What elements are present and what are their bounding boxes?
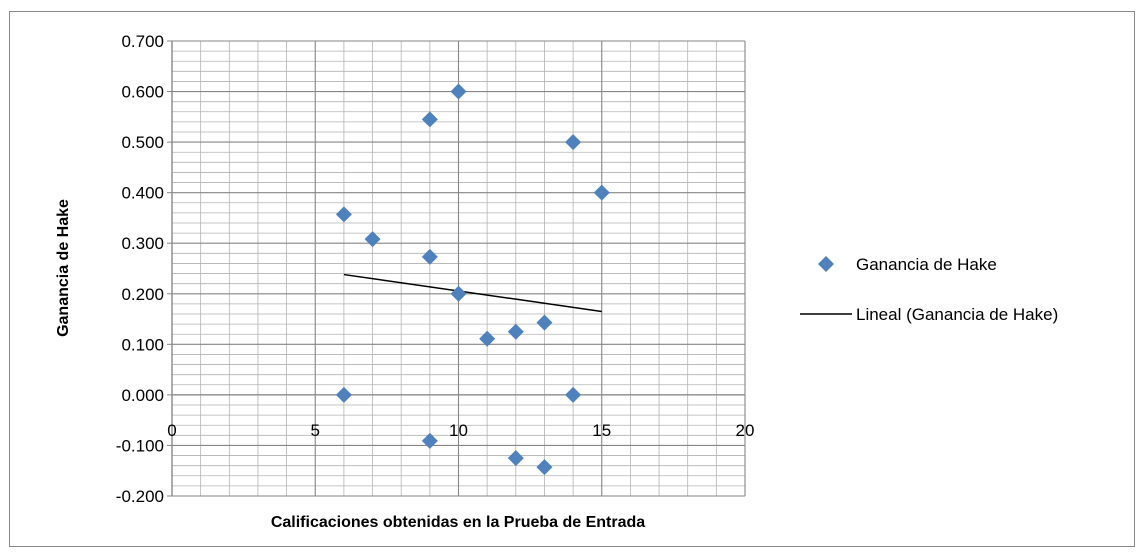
data-point xyxy=(336,387,352,403)
data-point xyxy=(451,286,467,302)
legend-item-lineal: Lineal (Ganancia de Hake) xyxy=(800,305,1058,324)
y-tick-label: 0.500 xyxy=(121,133,164,152)
x-tick-label: 0 xyxy=(167,421,176,440)
legend-diamond-marker xyxy=(818,256,834,272)
data-point xyxy=(565,134,581,150)
x-tick-label: 5 xyxy=(311,421,320,440)
data-point xyxy=(536,459,552,475)
x-tick-label: 20 xyxy=(736,421,755,440)
legend-item-ganancia: Ganancia de Hake xyxy=(818,255,997,274)
data-point xyxy=(422,249,438,265)
data-point xyxy=(536,315,552,331)
data-point xyxy=(336,206,352,222)
data-point xyxy=(565,387,581,403)
legend-label-ganancia: Ganancia de Hake xyxy=(856,255,997,274)
y-tick-label: -0.100 xyxy=(116,436,164,455)
x-tick-label: 15 xyxy=(592,421,611,440)
y-tick-label: -0.200 xyxy=(116,487,164,506)
data-point xyxy=(508,324,524,340)
data-point xyxy=(422,111,438,127)
y-tick-label: 0.200 xyxy=(121,285,164,304)
data-point xyxy=(508,450,524,466)
trendline xyxy=(344,275,602,312)
y-tick-label: 0.700 xyxy=(121,32,164,51)
y-tick-label: 0.000 xyxy=(121,386,164,405)
y-tick-label: 0.400 xyxy=(121,184,164,203)
y-tick-label: 0.100 xyxy=(121,335,164,354)
legend-label-lineal: Lineal (Ganancia de Hake) xyxy=(856,305,1058,324)
y-axis-title: Ganancia de Hake xyxy=(55,199,72,337)
y-tick-label: 0.300 xyxy=(121,234,164,253)
data-point xyxy=(594,185,610,201)
y-tick-label: 0.600 xyxy=(121,83,164,102)
data-point xyxy=(365,231,381,247)
x-axis-title: Calificaciones obtenidas en la Prueba de… xyxy=(271,514,645,531)
legend: Ganancia de Hake Lineal (Ganancia de Hak… xyxy=(800,255,1058,324)
x-tick-label: 10 xyxy=(449,421,468,440)
data-point xyxy=(451,84,467,100)
